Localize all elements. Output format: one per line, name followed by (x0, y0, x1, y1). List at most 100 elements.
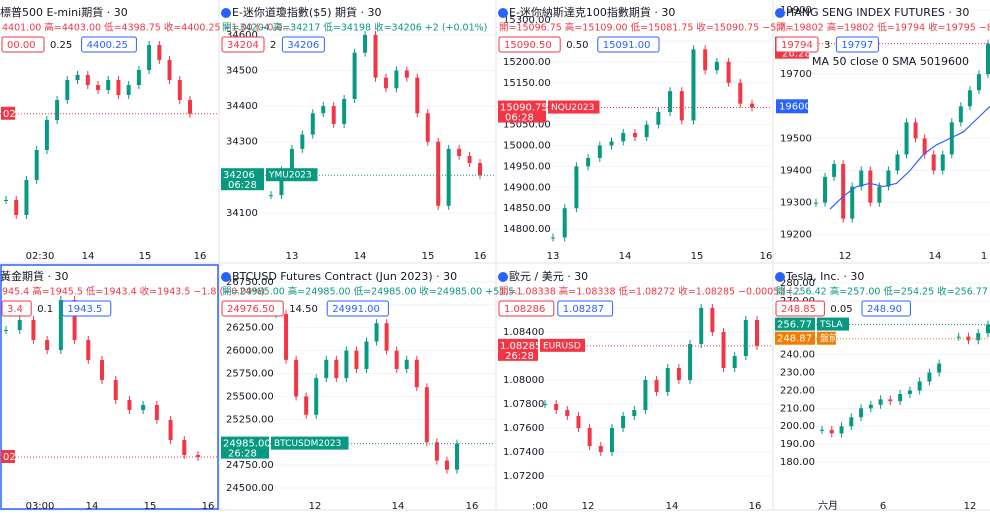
y-tick-label: 25500.00 (226, 391, 274, 402)
selected-panel[interactable] (0, 264, 219, 510)
x-tick-label: 12 (839, 251, 852, 262)
candle (565, 410, 570, 417)
ask-price[interactable]: 1.08287 (563, 304, 604, 315)
price-tag-time: 26:28 (228, 449, 257, 460)
symbol-tag-label: YMU2023 (268, 171, 312, 181)
price-tag-label: 24985.00 (223, 439, 271, 450)
spread: 0.1 (37, 304, 53, 315)
panel-title[interactable]: BTCUSD Futures Contract (Jun 2023) · 30 (232, 270, 457, 283)
spread: 0.25 (50, 40, 72, 51)
bid-price[interactable]: 1.08286 (504, 304, 545, 315)
candle (14, 200, 19, 215)
panel-title[interactable]: 歐元 / 美元 · 30 (509, 269, 588, 283)
panel-title[interactable]: HANG SENG INDEX FUTURES · 30 (786, 6, 969, 19)
y-tick-label: 14950.00 (503, 161, 551, 172)
symbol-icon (775, 272, 785, 282)
y-tick-label: 15300.00 (503, 15, 551, 26)
y-tick-label: 19300 (780, 198, 812, 209)
panel-title[interactable]: 黃金期貨 · 30 (0, 269, 69, 283)
bid-box[interactable] (498, 36, 561, 53)
bid-price[interactable]: 248.85 (781, 304, 816, 315)
ma-legend: MA 50 close 0 SMA 50 (812, 55, 934, 68)
candle (455, 443, 459, 470)
bid-box[interactable] (221, 36, 265, 53)
symbol-tag-label: NQU2023 (551, 103, 594, 113)
bid-box[interactable] (775, 300, 825, 317)
x-tick-label: 14 (82, 251, 95, 262)
candle (676, 368, 681, 381)
ask-box[interactable] (597, 36, 660, 53)
candle (425, 113, 430, 142)
candle (850, 186, 855, 219)
candle (898, 394, 903, 402)
x-tick-label: 16 (474, 251, 487, 262)
x-tick-label: 16 (760, 251, 773, 262)
candle (621, 132, 626, 142)
ask-box[interactable] (61, 300, 112, 317)
ask-box[interactable] (861, 300, 911, 317)
ask-price[interactable]: 1943.5 (67, 304, 102, 315)
bid-price[interactable]: 15090.50 (504, 40, 552, 51)
x-tick-label: 1 (981, 251, 987, 262)
ask-price[interactable]: 15091.00 (603, 40, 651, 51)
ask-price[interactable]: 19797 (841, 40, 873, 51)
panel-title[interactable]: E-迷你納斯達克100指數期貨 · 30 (509, 5, 675, 19)
candle (55, 100, 60, 120)
candle (136, 70, 141, 85)
candle (279, 170, 284, 196)
bid-box[interactable] (498, 300, 555, 317)
ask-box[interactable] (835, 36, 879, 53)
bid-price[interactable]: 24976.50 (227, 304, 275, 315)
candle (665, 368, 670, 393)
bid-box[interactable] (1, 36, 45, 53)
bid-price[interactable]: 34204 (227, 40, 259, 51)
candle (394, 350, 399, 369)
candle (373, 34, 378, 78)
panel-title[interactable]: E-迷你道瓊指數($5) 期貨 · 30 (232, 5, 381, 19)
bid-price[interactable]: 3.4 (7, 304, 23, 315)
ask-box[interactable] (326, 300, 389, 317)
ask-price[interactable]: 4400.25 (87, 40, 128, 51)
candle (415, 77, 420, 114)
bid-price[interactable]: 00.00 (7, 40, 36, 51)
ask-price[interactable]: 24991.00 (332, 304, 380, 315)
candle (654, 380, 659, 393)
y-tick-label: 19400 (780, 166, 812, 177)
candle (196, 455, 200, 457)
y-tick-label: 1.08000 (503, 375, 544, 386)
candle (703, 49, 708, 71)
y-tick-label: 26750.00 (226, 277, 274, 288)
bid-price[interactable]: 19794 (781, 40, 813, 51)
symbol-tag (540, 338, 585, 352)
price-tag-label: 1.08285 (500, 341, 541, 352)
ask-box[interactable] (281, 36, 325, 53)
candle (334, 359, 339, 379)
ask-box[interactable] (81, 36, 137, 53)
price-tag-label: 023 (3, 109, 22, 120)
x-tick-label: 16 (202, 501, 215, 512)
y-tick-label: 230.00 (780, 368, 815, 379)
y-tick-label: 190.00 (780, 439, 815, 450)
x-tick-label: 14 (619, 251, 632, 262)
candle (289, 148, 294, 171)
candle (168, 420, 173, 440)
y-tick-label: 19700 (780, 69, 812, 80)
y-tick-label: 26000.00 (226, 346, 274, 357)
ask-price[interactable]: 248.90 (867, 304, 902, 315)
panel-title[interactable]: 標普500 E-mini期貨 · 30 (0, 5, 128, 19)
ask-box[interactable] (557, 300, 614, 317)
ask-price[interactable]: 34206 (287, 40, 319, 51)
bid-box[interactable] (221, 300, 284, 317)
candle (598, 446, 603, 453)
bid-box[interactable] (1, 300, 32, 317)
panel-title[interactable]: Tesla, Inc. · 30 (785, 270, 864, 283)
bid-box[interactable] (775, 36, 819, 53)
candle (182, 440, 187, 455)
price-tag (1, 106, 15, 120)
price-tag (221, 436, 269, 459)
candle (141, 405, 146, 410)
candle (31, 320, 36, 340)
candle (436, 141, 441, 206)
candle (949, 122, 954, 155)
